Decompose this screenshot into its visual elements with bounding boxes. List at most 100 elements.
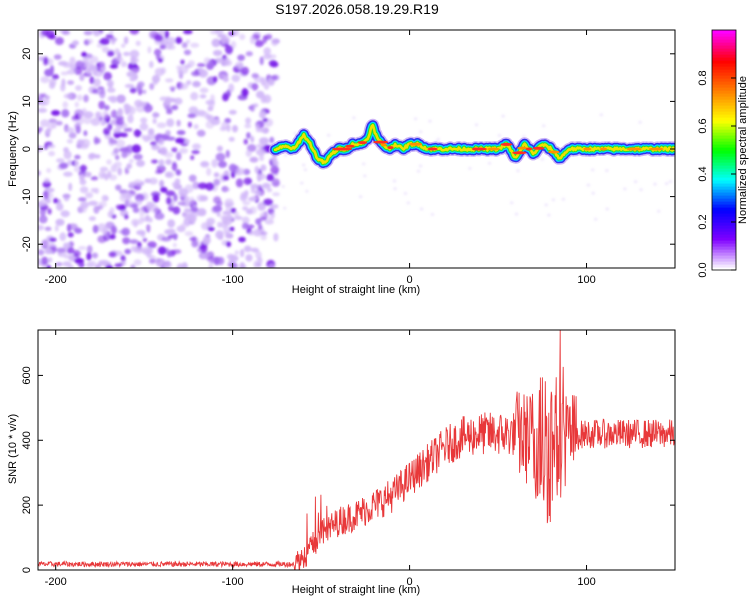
- colorbar-strip: [712, 249, 736, 253]
- noise-speckle: [83, 94, 89, 103]
- spectrogram-y-ticks: -20 -10 0 10 20: [21, 48, 675, 252]
- noise-speckle: [488, 162, 491, 165]
- noise-speckle: [586, 183, 590, 187]
- noise-speckle: [124, 107, 130, 115]
- noise-speckle: [83, 115, 92, 125]
- noise-speckle: [406, 201, 410, 205]
- noise-speckle: [146, 224, 151, 233]
- noise-speckle: [129, 239, 139, 245]
- noise-speckle: [38, 249, 45, 256]
- snr-y-tick-label: 600: [21, 366, 33, 384]
- noise-speckle: [240, 66, 249, 76]
- noise-speckle: [176, 263, 185, 268]
- noise-speckle: [176, 130, 186, 136]
- snr-y-axis-label: SNR (10 * v/v): [7, 414, 19, 484]
- noise-speckle: [117, 167, 122, 176]
- noise-speckle: [428, 120, 432, 123]
- noise-speckle: [222, 175, 230, 181]
- noise-speckle: [124, 214, 129, 220]
- noise-speckle: [243, 177, 252, 185]
- noise-speckle: [65, 127, 75, 134]
- noise-speckle: [53, 54, 62, 60]
- signal-hotspot: [408, 142, 419, 146]
- noise-speckle: [123, 36, 129, 45]
- noise-speckle: [48, 257, 53, 263]
- snr-x-tick-label: 0: [407, 576, 413, 588]
- signal-hotspot: [387, 146, 394, 150]
- noise-speckle: [179, 147, 189, 154]
- noise-speckle: [79, 139, 85, 145]
- noise-speckle: [241, 88, 249, 97]
- colorbar-strip: [712, 138, 736, 142]
- noise-speckle: [175, 138, 184, 144]
- noise-speckle: [225, 149, 230, 158]
- noise-speckle: [216, 200, 223, 207]
- colorbar-strip: [712, 48, 736, 52]
- noise-speckle: [127, 200, 135, 206]
- noise-speckle: [41, 30, 50, 37]
- noise-speckle: [191, 149, 200, 155]
- noise-speckle: [272, 192, 280, 197]
- noise-speckle: [196, 63, 206, 68]
- noise-speckle: [173, 193, 178, 202]
- noise-speckle: [270, 61, 279, 68]
- noise-speckle: [197, 208, 207, 217]
- noise-speckle: [99, 90, 106, 99]
- noise-speckle: [178, 83, 189, 90]
- noise-speckle: [133, 259, 142, 266]
- noise-speckle: [38, 224, 45, 231]
- colorbar-strip: [712, 234, 736, 238]
- spectrogram-y-tick-label: -20: [21, 236, 33, 252]
- noise-speckle: [40, 93, 47, 98]
- noise-speckle: [127, 114, 134, 124]
- noise-speckle: [114, 263, 123, 268]
- noise-speckle: [305, 190, 309, 193]
- noise-speckle: [79, 164, 88, 172]
- noise-speckle: [120, 61, 128, 68]
- noise-speckle: [156, 122, 167, 129]
- noise-speckle: [75, 85, 82, 91]
- colorbar-strip: [712, 204, 736, 208]
- noise-speckle: [62, 62, 72, 68]
- noise-speckle: [222, 93, 229, 102]
- noise-speckle: [115, 139, 126, 148]
- noise-speckle: [184, 231, 194, 237]
- colorbar-strip: [712, 105, 736, 109]
- colorbar-strip: [712, 213, 736, 217]
- noise-speckle: [273, 232, 279, 242]
- noise-speckle: [242, 206, 249, 211]
- noise-speckle: [61, 109, 70, 118]
- noise-speckle: [154, 34, 163, 42]
- noise-speckle: [420, 207, 424, 211]
- colorbar-strip: [712, 195, 736, 199]
- noise-speckle: [229, 226, 235, 232]
- signal-hotspot: [583, 147, 592, 151]
- noise-speckle: [154, 48, 162, 57]
- signal-hotspot: [599, 147, 608, 151]
- noise-speckle: [235, 178, 244, 188]
- colorbar-strip: [712, 189, 736, 193]
- noise-speckle: [63, 93, 72, 99]
- snr-series-line: [38, 330, 675, 570]
- noise-speckle: [192, 143, 201, 150]
- noise-speckle: [605, 207, 609, 211]
- noise-speckle: [540, 158, 544, 161]
- colorbar-strip: [712, 108, 736, 112]
- noise-speckle: [237, 54, 246, 61]
- colorbar-strip: [712, 216, 736, 220]
- noise-speckle: [147, 132, 156, 141]
- signal-hotspot: [626, 147, 638, 151]
- noise-speckle: [638, 121, 642, 124]
- noise-speckle: [256, 173, 262, 182]
- colorbar-strip: [712, 102, 736, 106]
- noise-speckle: [133, 153, 143, 160]
- noise-speckle: [211, 159, 218, 168]
- colorbar-strip: [712, 60, 736, 64]
- noise-speckle: [124, 83, 135, 89]
- noise-speckle: [190, 196, 195, 205]
- noise-speckle: [547, 213, 551, 217]
- colorbar-strip: [712, 174, 736, 178]
- colorbar-strip: [712, 81, 736, 85]
- noise-speckle: [187, 113, 196, 119]
- noise-speckle: [38, 127, 41, 134]
